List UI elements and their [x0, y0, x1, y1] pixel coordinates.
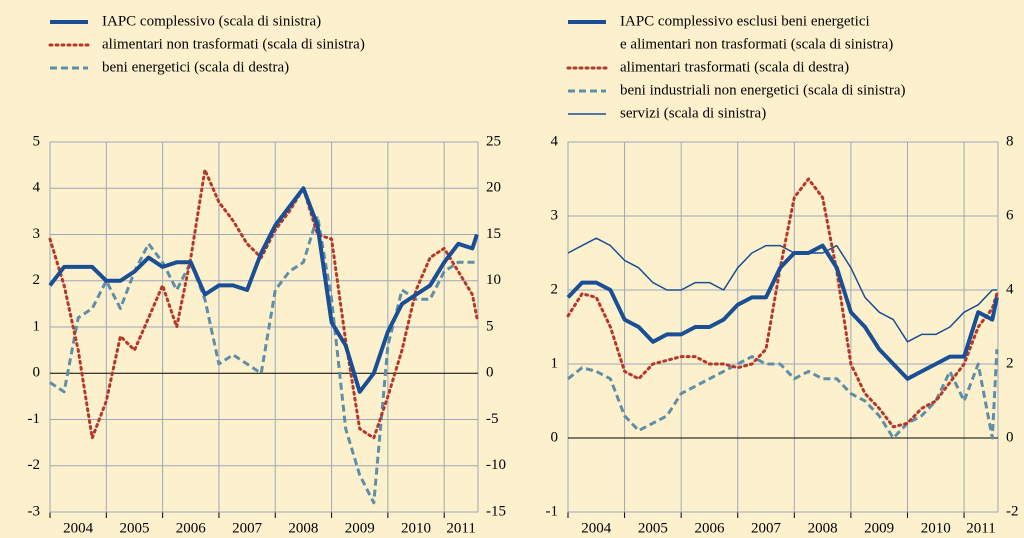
y-tick-label: 5	[33, 133, 41, 149]
y-tick-label: 2	[551, 281, 559, 297]
y-tick-label: 0	[33, 365, 41, 381]
y2-tick-label: -15	[486, 503, 506, 519]
x-tick-label: 2010	[401, 520, 431, 536]
x-tick-label: 2007	[751, 520, 782, 536]
data-line	[566, 243, 999, 381]
data-line	[48, 186, 479, 394]
x-tick-label: 2009	[864, 520, 894, 536]
data-line	[48, 168, 479, 440]
y2-tick-label: 5	[486, 318, 494, 334]
legend-label: beni energetici (scala di destra)	[102, 59, 289, 75]
y-tick-label: -2	[28, 457, 41, 473]
x-tick-label: 2004	[581, 520, 612, 536]
y-tick-label: -1	[28, 411, 41, 427]
y-tick-label: 1	[551, 355, 559, 371]
y2-tick-label: -10	[486, 457, 506, 473]
y-tick-label: 0	[551, 429, 559, 445]
y2-tick-label: 6	[1006, 207, 1014, 223]
x-tick-label: 2007	[232, 520, 263, 536]
x-tick-label: 2005	[119, 520, 149, 536]
x-tick-label: 2010	[921, 520, 951, 536]
legend-label: alimentari non trasformati (scala di sin…	[102, 36, 365, 52]
y-tick-label: 4	[33, 180, 41, 196]
x-tick-label: 2011	[446, 520, 475, 536]
legend-label: alimentari trasformati (scala di destra)	[620, 59, 849, 75]
y2-tick-label: 4	[1006, 281, 1014, 297]
y2-tick-label: 0	[1006, 429, 1014, 445]
y-tick-label: 1	[33, 318, 41, 334]
x-tick-label: 2004	[63, 520, 94, 536]
y2-tick-label: 0	[486, 365, 494, 381]
data-line	[567, 349, 999, 440]
y-tick-label: 3	[551, 207, 559, 223]
legend-label: servizi (scala di sinistra)	[620, 105, 766, 121]
plot-frame	[49, 141, 479, 513]
x-tick-label: 2008	[288, 520, 318, 536]
y-tick-label: 2	[33, 272, 41, 288]
legend-label: beni industriali non energetici (scala d…	[620, 82, 905, 98]
y2-tick-label: 25	[486, 133, 501, 149]
y2-tick-label: 10	[486, 272, 501, 288]
x-tick-label: 2011	[966, 520, 995, 536]
x-tick-label: 2006	[176, 520, 207, 536]
y2-tick-label: 15	[486, 226, 501, 242]
y-tick-label: 3	[33, 226, 41, 242]
legend-label: IAPC complessivo esclusi beni energetici	[620, 13, 870, 29]
x-tick-label: 2005	[638, 520, 668, 536]
data-line	[567, 237, 997, 343]
x-tick-label: 2008	[808, 520, 838, 536]
y-tick-label: -1	[546, 503, 559, 519]
x-tick-label: 2006	[694, 520, 725, 536]
data-line	[566, 177, 999, 429]
plot-frame	[567, 141, 999, 513]
y2-tick-label: 8	[1006, 133, 1014, 149]
legend-label: e alimentari non trasformati (scala di s…	[620, 36, 893, 52]
y-tick-label: -3	[28, 503, 41, 519]
y2-tick-label: 2	[1006, 355, 1014, 371]
y2-tick-label: 20	[486, 180, 501, 196]
y-tick-label: 4	[551, 133, 559, 149]
x-tick-label: 2009	[345, 520, 375, 536]
y2-tick-label: -2	[1006, 503, 1019, 519]
y2-tick-label: -5	[486, 411, 499, 427]
legend-label: IAPC complessivo (scala di sinistra)	[102, 13, 321, 29]
